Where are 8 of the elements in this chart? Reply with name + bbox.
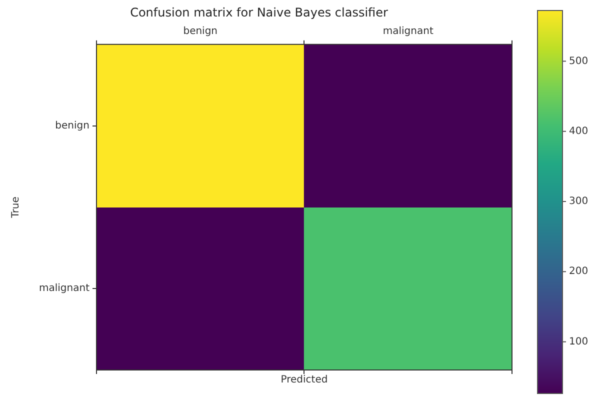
x-axis-title: Predicted <box>280 374 328 386</box>
color-bar-label: 100 <box>569 336 588 348</box>
color-bar-label: 500 <box>569 56 588 67</box>
color-bar-label: 200 <box>569 266 588 278</box>
color-bar-label: 400 <box>569 126 588 137</box>
color-bar-label: 300 <box>569 196 588 208</box>
y-axis-title: True <box>10 196 22 219</box>
chart-title: Confusion matrix for Naive Bayes classifier <box>130 5 388 20</box>
